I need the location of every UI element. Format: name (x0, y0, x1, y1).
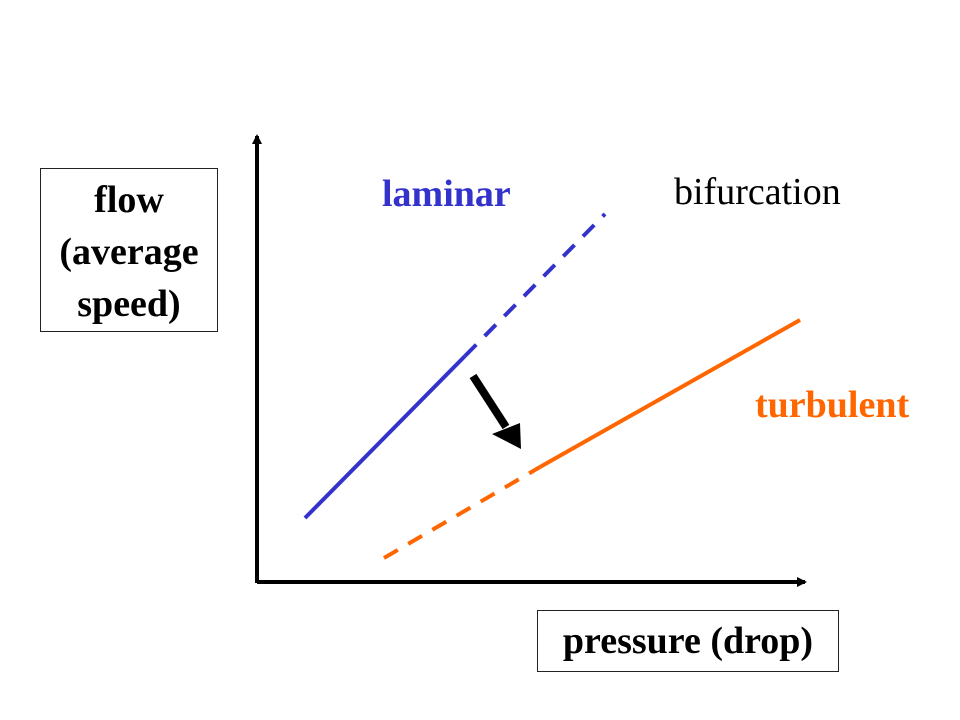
y-axis-label-line-2: (average (59, 231, 199, 273)
turbulent-label: turbulent (755, 384, 910, 426)
turbulent-line-solid (539, 318, 801, 469)
laminar-line-solid (303, 354, 467, 520)
transition-arrow-shaft (469, 373, 510, 430)
turbulent-line-dashed (382, 465, 542, 560)
transition-arrow-head (492, 423, 521, 449)
x-axis-label: pressure (drop) (562, 620, 814, 662)
y-axis-label-line-3: speed) (77, 283, 181, 325)
laminar-line-dashed (463, 212, 607, 358)
x-axis-label-box: pressure (drop) (537, 610, 839, 672)
bifurcation-label: bifurcation (674, 171, 841, 213)
y-axis-label-box: flow (average speed) (40, 168, 218, 332)
y-axis-label-line-1: flow (94, 179, 164, 221)
laminar-label: laminar (382, 173, 511, 215)
